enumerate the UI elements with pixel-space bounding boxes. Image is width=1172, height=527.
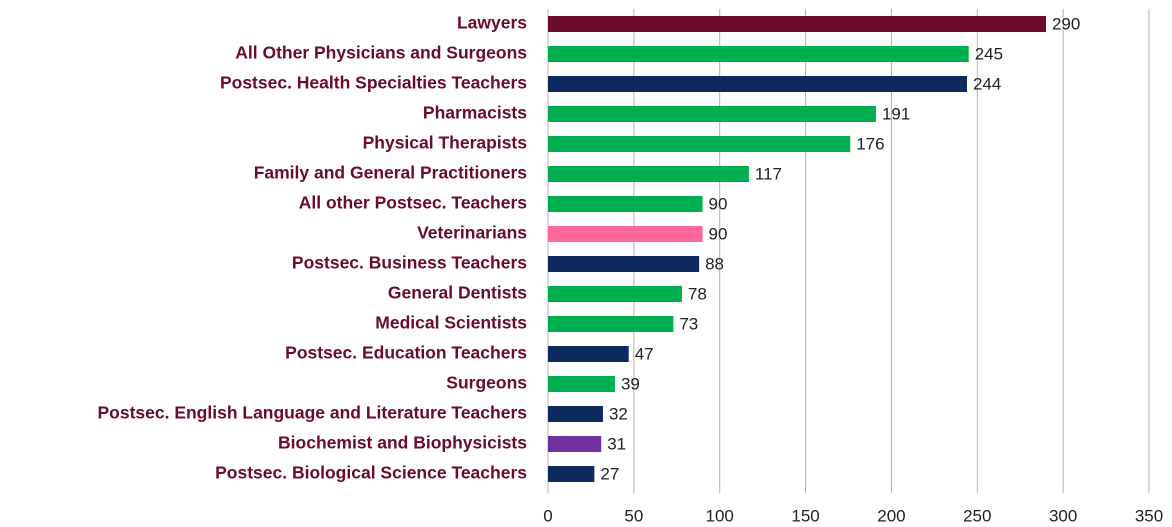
category-label: Postsec. English Language and Literature… bbox=[97, 403, 527, 423]
value-label: 90 bbox=[709, 224, 728, 243]
value-label: 245 bbox=[975, 44, 1003, 63]
value-label: 47 bbox=[635, 344, 654, 363]
x-tick-label: 250 bbox=[963, 506, 991, 525]
bar bbox=[548, 346, 629, 362]
value-label: 27 bbox=[600, 464, 619, 483]
value-label: 39 bbox=[621, 374, 640, 393]
category-label: Postsec. Business Teachers bbox=[292, 253, 527, 273]
value-label: 191 bbox=[882, 104, 910, 123]
value-label: 78 bbox=[688, 284, 707, 303]
value-label: 88 bbox=[705, 254, 724, 273]
category-label: Surgeons bbox=[446, 373, 527, 393]
bar bbox=[548, 466, 595, 482]
bar bbox=[548, 376, 615, 392]
category-label: Physical Therapists bbox=[363, 133, 528, 153]
category-label: Postsec. Education Teachers bbox=[285, 343, 527, 363]
bar bbox=[548, 196, 703, 212]
category-label: Medical Scientists bbox=[375, 313, 527, 333]
bar bbox=[548, 16, 1046, 32]
x-tick-label: 50 bbox=[624, 506, 643, 525]
x-tick-label: 200 bbox=[877, 506, 905, 525]
bar bbox=[548, 226, 703, 242]
category-label: Lawyers bbox=[457, 13, 527, 33]
category-label: Biochemist and Biophysicists bbox=[278, 433, 527, 453]
x-tick-label: 0 bbox=[543, 506, 552, 525]
bar bbox=[548, 166, 749, 182]
category-label: All other Postsec. Teachers bbox=[299, 193, 528, 213]
value-label: 31 bbox=[607, 434, 626, 453]
x-tick-label: 100 bbox=[706, 506, 734, 525]
value-label: 290 bbox=[1052, 14, 1080, 33]
category-label: Veterinarians bbox=[417, 223, 527, 243]
x-tick-label: 150 bbox=[791, 506, 819, 525]
value-label: 176 bbox=[856, 134, 884, 153]
bar bbox=[548, 286, 682, 302]
x-tick-label: 350 bbox=[1135, 506, 1163, 525]
bar bbox=[548, 436, 602, 452]
category-label: All Other Physicians and Surgeons bbox=[235, 43, 527, 63]
category-label: Family and General Practitioners bbox=[254, 163, 528, 183]
bar bbox=[548, 106, 876, 122]
bar bbox=[548, 256, 700, 272]
value-label: 90 bbox=[709, 194, 728, 213]
bar bbox=[548, 406, 603, 422]
value-label: 117 bbox=[755, 164, 782, 183]
value-label: 73 bbox=[679, 314, 698, 333]
category-label: General Dentists bbox=[388, 283, 527, 303]
x-tick-label: 300 bbox=[1049, 506, 1077, 525]
bar bbox=[548, 76, 967, 92]
value-label: 32 bbox=[609, 404, 628, 423]
value-label: 244 bbox=[973, 74, 1001, 93]
bar bbox=[548, 136, 851, 152]
bar bbox=[548, 46, 969, 62]
category-label: Postsec. Biological Science Teachers bbox=[215, 463, 527, 483]
bar bbox=[548, 316, 674, 332]
category-label: Pharmacists bbox=[423, 103, 527, 123]
category-label: Postsec. Health Specialties Teachers bbox=[220, 73, 527, 93]
